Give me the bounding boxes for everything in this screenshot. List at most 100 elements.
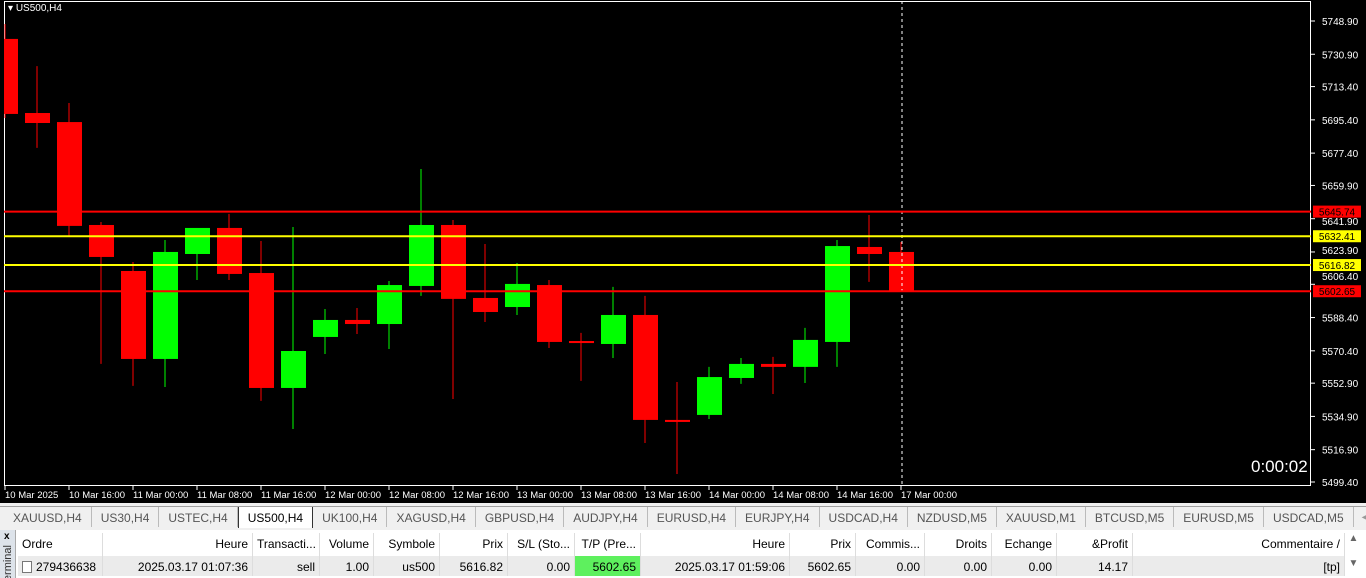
time-tick-label: 11 Mar 08:00 [197, 490, 252, 501]
column-header-close-time[interactable]: Heure [641, 533, 790, 556]
bearish-candle [569, 341, 594, 344]
order-document-icon [22, 561, 32, 573]
price-tag [1313, 230, 1361, 243]
terminal-sidebar: x Terminal [0, 530, 16, 578]
bullish-candle [505, 283, 530, 308]
tab-nzdusd-m5[interactable]: NZDUSD,M5 [908, 507, 997, 527]
tab-usdcad-m5[interactable]: USDCAD,M5 [1264, 507, 1354, 527]
level-price-label: 5632.41 [1319, 232, 1356, 243]
column-header-open-time[interactable]: Heure [103, 533, 253, 556]
tab-ustec-h4[interactable]: USTEC,H4 [159, 507, 238, 527]
column-header-exchange[interactable]: Echange [992, 533, 1057, 556]
cell-exchange: 0.00 [992, 556, 1057, 576]
column-header-order[interactable]: Ordre [18, 533, 103, 556]
tab-btcusd-m5[interactable]: BTCUSD,M5 [1086, 507, 1175, 527]
cell-close-price: 5602.65 [790, 556, 856, 576]
bullish-candle [697, 377, 722, 415]
time-tick-label: 11 Mar 00:00 [133, 490, 188, 501]
time-tick-label: 10 Mar 2025 [5, 490, 58, 501]
candles-group [4, 23, 914, 475]
table-row[interactable]: 279436638 2025.03.17 01:07:36 sell 1.00 us50… [18, 556, 1345, 576]
price-tick-label: 5516.90 [1322, 446, 1359, 457]
column-header-profit[interactable]: &Profit [1057, 533, 1133, 556]
bearish-candle [473, 297, 498, 313]
column-header-swap-droits[interactable]: Droits [925, 533, 992, 556]
bearish-candle [665, 419, 690, 422]
bullish-candle [601, 314, 626, 344]
column-header-tp[interactable]: T/P (Pre... [575, 533, 641, 556]
column-header-volume[interactable]: Volume [320, 533, 374, 556]
tab-us30-h4[interactable]: US30,H4 [92, 507, 160, 527]
terminal-label: Terminal [2, 545, 14, 578]
price-chart[interactable]: 5748.90 5730.90 5713.40 5695.40 5677.40 5659.… [0, 0, 1366, 503]
price-tag [1313, 285, 1361, 298]
tab-eurjpy-h4[interactable]: EURJPY,H4 [736, 507, 820, 527]
time-tick-label: 14 Mar 00:00 [709, 490, 765, 501]
bullish-candle [185, 227, 210, 254]
bearish-candle [761, 363, 786, 367]
cell-close-time: 2025.03.17 01:59:06 [641, 556, 790, 576]
time-tick-label: 13 Mar 00:00 [517, 490, 573, 501]
bearish-candle [89, 224, 114, 257]
level-price-label: 5616.82 [1319, 261, 1356, 272]
bearish-candle [217, 227, 242, 274]
tab-xagusd-h4[interactable]: XAGUSD,H4 [387, 507, 476, 527]
tab-usdcad-h4[interactable]: USDCAD,H4 [820, 507, 908, 527]
plot-frame [4, 1, 1311, 486]
chart-symbol-title[interactable]: ▾ US500,H4 [8, 3, 62, 14]
chart-tabs: XAUUSD,H4 US30,H4 USTEC,H4 US500,H4 UK100,H4… [0, 506, 1366, 528]
bearish-candle [633, 314, 658, 420]
tab-xauusd-h4[interactable]: XAUUSD,H4 [4, 507, 92, 527]
order-id: 279436638 [36, 560, 97, 574]
tab-uk100-h4[interactable]: UK100,H4 [313, 507, 388, 527]
tab-gbpusd-h4[interactable]: GBPUSD,H4 [476, 507, 565, 527]
price-tick-label: 5623.90 [1322, 246, 1359, 257]
terminal-panel: x Terminal Ordre Heure Transacti... Volume S… [0, 530, 1366, 578]
tab-eurusd-h4[interactable]: EURUSD,H4 [648, 507, 737, 527]
column-header-symbol[interactable]: Symbole [374, 533, 440, 556]
scroll-up-icon[interactable]: ▲ [1348, 533, 1359, 544]
level-price-label: 5602.65 [1319, 287, 1356, 298]
column-header-sl[interactable]: S/L (Sto... [508, 533, 575, 556]
cell-swap-droits: 0.00 [925, 556, 992, 576]
price-tick-label: 5659.90 [1322, 181, 1359, 192]
tab-eurusd-m5[interactable]: EURUSD,M5 [1174, 507, 1264, 527]
time-tick-label: 12 Mar 00:00 [325, 490, 381, 501]
price-tick-label: 5499.40 [1322, 478, 1359, 489]
table-header: Ordre Heure Transacti... Volume Symbole Prix S… [18, 533, 1345, 556]
time-tick-label: 14 Mar 08:00 [773, 490, 829, 501]
bullish-candle [729, 363, 754, 378]
tab-scroll-arrows-icon[interactable]: ◂ ▸ [1354, 507, 1366, 528]
tab-xauusd-m1[interactable]: XAUUSD,M1 [997, 507, 1086, 527]
time-tick-label: 11 Mar 16:00 [261, 490, 316, 501]
price-tick-label: 5606.40 [1322, 272, 1359, 283]
cell-sl: 0.00 [508, 556, 575, 576]
candlestick-chart[interactable]: 5748.90 5730.90 5713.40 5695.40 5677.40 5659.… [0, 0, 1366, 503]
price-tick-label: 5641.90 [1322, 217, 1359, 228]
vertical-scrollbar[interactable]: ▲ ▼ [1345, 533, 1362, 576]
close-icon[interactable]: x [4, 531, 10, 542]
cell-open-price: 5616.82 [440, 556, 508, 576]
cell-profit: 14.17 [1057, 556, 1133, 576]
tab-audjpy-h4[interactable]: AUDJPY,H4 [564, 507, 648, 527]
time-tick-label: 12 Mar 08:00 [389, 490, 445, 501]
time-tick-label: 12 Mar 16:00 [453, 490, 509, 501]
bullish-candle [793, 339, 818, 367]
time-tick-label: 14 Mar 16:00 [837, 490, 893, 501]
column-header-type[interactable]: Transacti... [253, 533, 320, 556]
cell-tp: 5602.65 [575, 556, 641, 576]
level-price-label: 5645.74 [1319, 208, 1356, 219]
time-tick-label: 10 Mar 16:00 [69, 490, 125, 501]
column-header-open-price[interactable]: Prix [440, 533, 508, 556]
cell-symbol: us500 [374, 556, 440, 576]
bearish-candle [537, 285, 562, 342]
column-header-close-price[interactable]: Prix [790, 533, 856, 556]
bearish-candle [121, 270, 146, 359]
price-tick-label: 5552.90 [1322, 379, 1359, 390]
tab-us500-h4[interactable]: US500,H4 [237, 507, 314, 528]
column-header-commission[interactable]: Commis... [856, 533, 925, 556]
price-tick-label: 5677.40 [1322, 149, 1359, 160]
scroll-down-icon[interactable]: ▼ [1348, 558, 1359, 569]
column-header-comment[interactable]: Commentaire / [1133, 533, 1345, 556]
cell-order: 279436638 [18, 556, 103, 576]
